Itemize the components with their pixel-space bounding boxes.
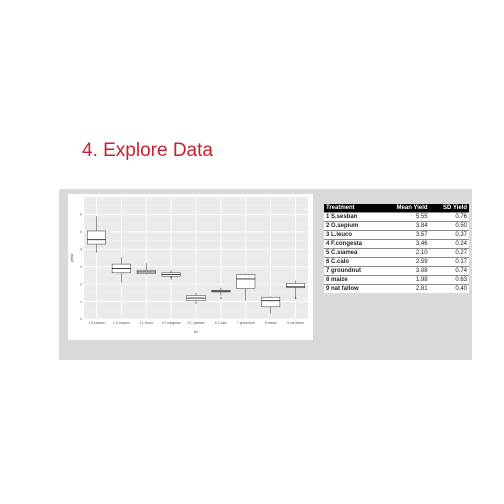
outlier-point [294, 297, 297, 299]
table-body: 1 S.sesban 5.55 0.76 2 G.sepium 3.84 0.50 3 L.… [324, 212, 469, 293]
y-tick-label: 5 [80, 230, 82, 234]
header-treatment: Treatment [324, 204, 381, 213]
y-tick-label: 0 [80, 317, 82, 321]
cell-sd-yield: 0.27 [429, 248, 469, 258]
table-row: 7 groundnut 3.08 0.74 [324, 266, 469, 276]
cell-sd-yield: 0.63 [429, 275, 469, 285]
table-row: 5 C.siamea 2.10 0.27 [324, 248, 469, 258]
x-tick-label: 5 C.siamea [188, 321, 205, 325]
y-tick-label: 3 [80, 265, 82, 269]
x-tick-labels: 1 S.sesban 2 G.sepium 3 L.leuco 4 F.congest… [88, 321, 304, 325]
x-tick-label: 4 F.congesta [162, 321, 181, 325]
y-tick-label: 2 [80, 282, 82, 286]
cell-treatment: 9 nat fallow [324, 284, 381, 293]
x-tick-label: 9 nat fallow [287, 321, 304, 325]
box-7 [236, 274, 256, 289]
cell-mean-yield: 2.10 [380, 248, 430, 258]
header-mean-yield: Mean Yield [380, 204, 430, 213]
cell-sd-yield: 0.24 [429, 239, 469, 249]
table-row: 1 S.sesban 5.55 0.76 [324, 212, 469, 222]
cell-mean-yield: 3.08 [380, 266, 430, 276]
box-9 [286, 283, 306, 288]
y-tick-labels: 0 1 2 3 4 5 6 [80, 213, 82, 322]
table-row: 4 F.congesta 3.46 0.24 [324, 239, 469, 249]
y-axis-label: yield [69, 254, 74, 262]
x-axis-label: trt [194, 329, 198, 334]
cell-mean-yield: 1.98 [380, 275, 430, 285]
y-tick-label: 4 [80, 247, 82, 251]
cell-sd-yield: 0.74 [429, 266, 469, 276]
cell-mean-yield: 3.57 [380, 230, 430, 240]
cell-sd-yield: 0.50 [429, 221, 469, 231]
x-tick-label: 6 C.calo [215, 321, 227, 325]
cell-sd-yield: 0.37 [429, 230, 469, 240]
cell-treatment: 5 C.siamea [324, 248, 381, 258]
cell-sd-yield: 0.40 [429, 284, 469, 293]
cell-treatment: 2 G.sepium [324, 221, 381, 231]
cell-treatment: 1 S.sesban [324, 212, 381, 222]
table-row: 6 C.calo 2.59 0.17 [324, 257, 469, 267]
cell-treatment: 4 F.congesta [324, 239, 381, 249]
table-row: 3 L.leuco 3.57 0.37 [324, 230, 469, 240]
cell-mean-yield: 3.46 [380, 239, 430, 249]
box-1 [86, 230, 106, 245]
table-row: 9 nat fallow 2.81 0.40 [324, 284, 469, 293]
cell-treatment: 6 C.calo [324, 257, 381, 267]
header-sd-yield: SD Yield [429, 204, 469, 213]
box-8 [261, 296, 281, 308]
outlier-point [170, 276, 172, 278]
table-header-row: Treatment Mean Yield SD Yield [324, 204, 469, 213]
table-row: 2 G.sepium 3.84 0.50 [324, 221, 469, 231]
cell-mean-yield: 2.81 [380, 284, 430, 293]
table-row: 8 maize 1.98 0.63 [324, 275, 469, 285]
cell-sd-yield: 0.17 [429, 257, 469, 267]
cell-treatment: 3 L.leuco [324, 230, 381, 240]
y-tick-label: 6 [80, 213, 82, 217]
outlier-point [220, 297, 222, 299]
boxplot-chart: 0 1 2 3 4 5 6 1 S.sesban 2 G.sepium 3 L.leuco 4 F… [68, 194, 313, 340]
x-tick-label: 3 L.leuco [140, 321, 154, 325]
slide-title: 4. Explore Data [82, 140, 213, 161]
boxplot-figure: 0 1 2 3 4 5 6 1 S.sesban 2 G.sepium 3 L.leuco 4 F… [68, 194, 313, 340]
x-tick-label: 1 S.sesban [88, 321, 105, 325]
cell-mean-yield: 3.84 [380, 221, 430, 231]
box-series [86, 216, 306, 314]
cell-treatment: 8 maize [324, 275, 381, 285]
cell-mean-yield: 2.59 [380, 257, 430, 267]
cell-treatment: 7 groundnut [324, 266, 381, 276]
cell-mean-yield: 5.55 [380, 212, 430, 222]
summary-table: Treatment Mean Yield SD Yield 1 S.sesban… [324, 204, 469, 293]
x-tick-label: 7 groundnut [237, 321, 255, 325]
x-tick-label: 8 maize [265, 321, 277, 325]
y-tick-label: 1 [80, 300, 82, 304]
cell-sd-yield: 0.76 [429, 212, 469, 222]
x-tick-label: 2 G.sepium [113, 321, 130, 325]
